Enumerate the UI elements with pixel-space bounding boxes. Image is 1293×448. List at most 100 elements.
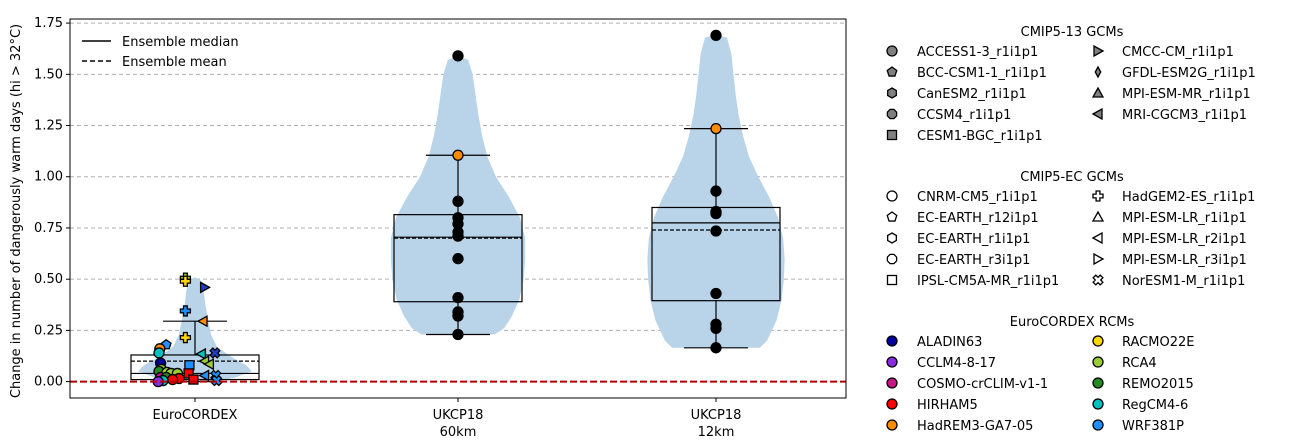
legend-entry-label: MPI-ESM-LR_r2i1p1 <box>1122 232 1247 247</box>
legend-marker <box>886 129 898 141</box>
legend-marker <box>1092 274 1104 286</box>
legend-entry-label: REMO2015 <box>1122 377 1194 392</box>
inner-legend-label: Ensemble mean <box>122 55 227 70</box>
legend-marker <box>1092 356 1104 368</box>
legend-entry-label: CNRM-CM5_r1i1p1 <box>917 190 1038 205</box>
legend-entry-label: HadREM3-GA7-05 <box>917 419 1033 434</box>
legend-entry-label: RACMO22E <box>1122 335 1194 350</box>
legend-marker <box>1092 419 1104 431</box>
legend-marker <box>886 274 898 286</box>
legend-section-title: CMIP5-13 GCMs <box>1021 25 1124 40</box>
legend-entry-label: HadGEM2-ES_r1i1p1 <box>1122 190 1255 205</box>
legend-marker <box>886 335 898 347</box>
legend-entry-label: BCC-CSM1-1_r1i1p1 <box>917 66 1047 81</box>
legend-section-title: CMIP5-EC GCMs <box>1020 170 1124 185</box>
legend-entry-label: MPI-ESM-MR_r1i1p1 <box>1122 87 1251 102</box>
legend-marker <box>887 232 897 244</box>
legend-marker <box>1091 107 1103 121</box>
data-point <box>452 149 464 161</box>
x-tick-label-sub: 12km <box>698 425 735 440</box>
legend-marker <box>886 377 898 389</box>
legend-entry-label: GFDL-ESM2G_r1i1p1 <box>1122 66 1256 81</box>
legend-entry-label: CESM1-BGC_r1i1p1 <box>917 129 1043 144</box>
legend-marker <box>1093 252 1105 266</box>
legend-marker <box>1093 44 1105 58</box>
data-point <box>199 281 211 294</box>
legend-entry-label: MPI-ESM-LR_r3i1p1 <box>1122 253 1247 268</box>
legend-entry-label: RegCM4-6 <box>1122 398 1188 413</box>
data-point <box>452 328 464 341</box>
legend-marker <box>886 66 898 77</box>
legend-entry-label: ALADIN63 <box>917 335 982 350</box>
x-tick-label: UKCP18 <box>433 408 484 423</box>
legend-entry-label: COSMO-crCLIM-v1-1 <box>917 377 1048 392</box>
legend-entry-label: CMCC-CM_r1i1p1 <box>1122 45 1234 60</box>
legend-marker <box>886 253 898 265</box>
data-point <box>710 287 722 300</box>
legend-marker <box>886 45 898 57</box>
legend-entry-label: WRF381P <box>1122 419 1184 434</box>
y-tick-label: 1.75 <box>34 16 63 31</box>
data-point <box>710 185 722 197</box>
data-point <box>452 291 464 304</box>
legend-entry-label: NorESM1-M_r1i1p1 <box>1122 274 1245 289</box>
legend-entry-label: ACCESS1-3_r1i1p1 <box>917 45 1038 60</box>
legend-entry-label: CanESM2_r1i1p1 <box>917 87 1027 102</box>
y-tick-label: 1.00 <box>34 170 63 185</box>
legend-marker <box>886 211 898 222</box>
legend-marker <box>1091 86 1105 98</box>
legend-marker <box>886 419 898 431</box>
data-point <box>179 305 192 317</box>
y-tick-label: 1.50 <box>34 67 63 82</box>
x-tick-label: UKCP18 <box>691 408 742 423</box>
x-tick-label: EuroCORDEX <box>153 408 238 423</box>
data-point <box>166 373 179 386</box>
y-tick-label: 0.50 <box>34 272 63 287</box>
legend-entry-label: CCSM4_r1i1p1 <box>917 108 1011 123</box>
legend-marker <box>886 398 898 410</box>
legend-marker <box>1091 210 1105 222</box>
data-point <box>452 310 464 322</box>
data-point <box>452 50 464 62</box>
legend-marker <box>1092 377 1104 389</box>
legend-entry-label: HIRHAM5 <box>917 398 978 413</box>
data-point <box>195 347 207 361</box>
y-tick-label: 0.25 <box>34 323 63 338</box>
data-point <box>179 331 192 344</box>
legend-entry-label: IPSL-CM5A-MR_r1i1p1 <box>917 274 1059 289</box>
legend-marker <box>887 87 897 99</box>
data-point <box>209 347 221 359</box>
data-point <box>710 322 722 334</box>
data-point <box>179 275 192 287</box>
x-tick-label-sub: 60km <box>440 425 477 440</box>
legend-entry-label: MPI-ESM-LR_r1i1p1 <box>1122 211 1247 226</box>
legend-entry-label: EC-EARTH_r12i1p1 <box>917 211 1039 226</box>
data-point <box>452 253 464 265</box>
data-point <box>710 225 722 237</box>
data-point <box>710 342 722 354</box>
data-point <box>452 195 464 207</box>
legend: CMIP5-13 GCMs ACCESS1-3_r1i1p1 BCC-CSM1-1_… <box>886 25 1256 434</box>
y-tick-label: 0.00 <box>34 375 63 390</box>
data-point <box>198 369 210 382</box>
data-point <box>196 315 208 328</box>
plot-area: 0.00 0.25 0.50 0.75 1.00 1.25 1.50 1.75 EuroCORD… <box>34 16 847 440</box>
legend-marker <box>1092 190 1104 202</box>
data-point <box>210 374 223 387</box>
legend-entry-label: EC-EARTH_r3i1p1 <box>917 253 1030 268</box>
legend-marker <box>1092 335 1104 347</box>
data-point <box>188 374 199 385</box>
data-point <box>153 347 165 359</box>
legend-marker <box>886 108 898 120</box>
data-point <box>452 230 464 242</box>
data-point <box>203 358 215 371</box>
data-point <box>710 29 722 42</box>
legend-entry-label: CCLM4-8-17 <box>917 356 996 371</box>
legend-section-title: EuroCORDEX RCMs <box>1010 315 1135 330</box>
y-tick-label: 1.25 <box>34 119 63 134</box>
legend-marker <box>1092 398 1104 410</box>
data-point <box>710 207 722 220</box>
data-point <box>710 122 722 135</box>
legend-marker <box>886 356 898 368</box>
